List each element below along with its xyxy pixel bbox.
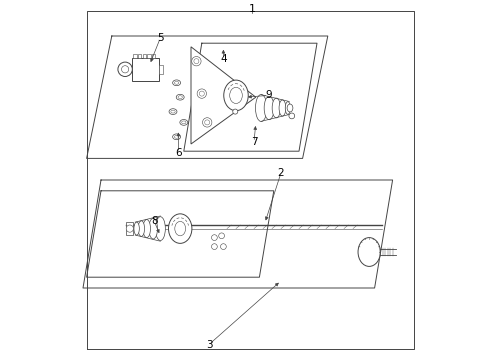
Bar	[147, 54, 151, 58]
Ellipse shape	[264, 96, 274, 120]
Ellipse shape	[155, 217, 165, 240]
Ellipse shape	[176, 94, 184, 100]
Ellipse shape	[138, 221, 145, 237]
Ellipse shape	[169, 109, 177, 114]
Ellipse shape	[182, 121, 186, 124]
Text: 8: 8	[151, 216, 158, 226]
Circle shape	[192, 57, 201, 66]
Ellipse shape	[358, 238, 380, 266]
Bar	[152, 54, 155, 58]
Circle shape	[212, 235, 217, 240]
Circle shape	[289, 113, 294, 119]
Bar	[132, 58, 159, 81]
Circle shape	[202, 118, 212, 127]
Text: 3: 3	[206, 339, 212, 350]
Ellipse shape	[255, 95, 267, 122]
Text: 7: 7	[251, 137, 257, 147]
Text: 5: 5	[157, 33, 164, 43]
Circle shape	[194, 59, 199, 64]
Bar	[159, 65, 163, 74]
Bar	[126, 222, 133, 235]
Text: 1: 1	[249, 4, 256, 14]
Ellipse shape	[272, 98, 280, 118]
Ellipse shape	[180, 120, 188, 125]
Text: 6: 6	[175, 148, 182, 158]
Ellipse shape	[287, 104, 293, 112]
Circle shape	[205, 120, 210, 125]
Ellipse shape	[174, 81, 179, 84]
Bar	[133, 54, 137, 58]
Polygon shape	[191, 47, 256, 144]
Text: 2: 2	[278, 168, 284, 178]
Ellipse shape	[169, 214, 192, 243]
Circle shape	[126, 225, 133, 232]
Ellipse shape	[149, 218, 157, 239]
Ellipse shape	[172, 80, 180, 86]
Ellipse shape	[178, 96, 182, 99]
Ellipse shape	[134, 222, 139, 235]
Text: 4: 4	[220, 54, 227, 64]
Bar	[143, 54, 146, 58]
Circle shape	[219, 233, 224, 239]
Ellipse shape	[224, 80, 248, 111]
Ellipse shape	[143, 220, 150, 238]
Ellipse shape	[171, 110, 175, 113]
Ellipse shape	[172, 134, 180, 140]
Ellipse shape	[279, 100, 286, 116]
Circle shape	[118, 62, 132, 77]
Ellipse shape	[230, 87, 242, 104]
Ellipse shape	[174, 135, 179, 138]
Ellipse shape	[175, 221, 186, 236]
Circle shape	[220, 244, 226, 249]
Circle shape	[197, 89, 206, 98]
Circle shape	[212, 244, 217, 249]
Ellipse shape	[285, 102, 291, 114]
Bar	[138, 54, 141, 58]
Circle shape	[233, 109, 238, 114]
Circle shape	[122, 66, 129, 73]
Text: 9: 9	[265, 90, 272, 100]
Circle shape	[199, 91, 204, 96]
